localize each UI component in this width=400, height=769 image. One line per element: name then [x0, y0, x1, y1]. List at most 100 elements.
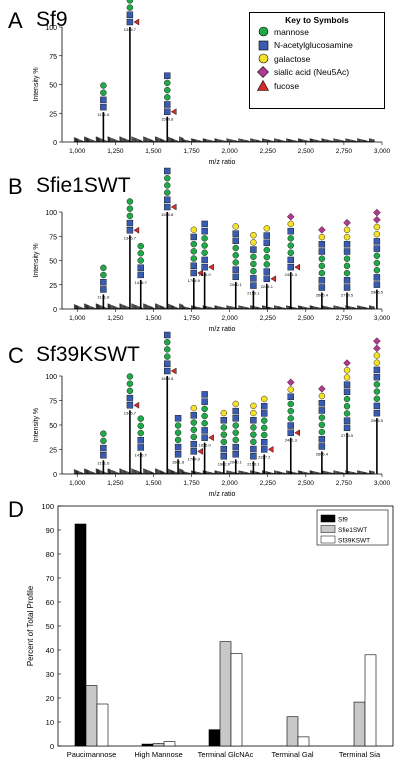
- glcnac-square-icon: [343, 284, 351, 291]
- mannose-circle-icon: [190, 419, 197, 426]
- x-tick-label: 2,500: [298, 480, 315, 487]
- bar: [96, 703, 109, 747]
- glcnac-square-icon: [263, 268, 271, 275]
- legend-label: mannose: [274, 26, 309, 37]
- glcnac-square-icon: [201, 434, 208, 441]
- x-tick-label: 1,000: [69, 148, 86, 155]
- peak-mz-label: 1416.7: [135, 280, 148, 285]
- peak-mz-label: 1345.7: [124, 235, 137, 240]
- bar: [219, 641, 232, 747]
- sialic-acid-diamond-icon: [373, 337, 381, 345]
- y-tick-label: 75: [49, 54, 57, 61]
- peak-mz-label: 1962.0: [218, 461, 231, 466]
- glcnac-square-icon: [164, 72, 171, 79]
- y-tick-label: 100: [45, 374, 57, 381]
- mannose-circle-icon: [343, 269, 351, 277]
- galactose-circle-icon: [373, 352, 381, 359]
- glcnac-square-icon: [164, 108, 171, 115]
- mannose-circle-icon: [373, 252, 381, 260]
- galactose-circle-icon: [343, 233, 351, 241]
- glcnac-square-icon: [100, 286, 107, 293]
- y-tick-label: 80: [46, 550, 54, 559]
- peak-mz-label: 2156.1: [247, 461, 260, 466]
- mannose-circle-icon: [250, 431, 257, 438]
- glcnac-square-icon: [318, 248, 326, 255]
- mannose-circle-icon: [250, 424, 257, 431]
- legend-series-label: Sf39KSWT: [338, 538, 370, 545]
- glcnac-square-icon: [190, 233, 197, 241]
- y-tick-label: 100: [41, 502, 54, 511]
- fucose-triangle-icon: [208, 434, 214, 441]
- galactose-circle-icon: [373, 230, 381, 238]
- peak-mz-label: 1590.8: [161, 117, 174, 122]
- x-tick-label: 2,750: [336, 480, 353, 487]
- y-tick-label: 20: [46, 694, 54, 703]
- sialic-acid-diamond-icon: [286, 378, 295, 387]
- mannose-circle-icon: [250, 253, 257, 260]
- glcnac-square-icon: [201, 427, 208, 434]
- galactose-circle-icon: [256, 53, 270, 65]
- galactose-circle-icon: [373, 359, 381, 366]
- mannose-circle-icon: [263, 253, 271, 261]
- mannose-circle-icon: [256, 26, 270, 38]
- glcnac-square-icon: [373, 281, 381, 288]
- peak-mz-label: 1836.0: [199, 443, 212, 448]
- mannose-circle-icon: [137, 250, 144, 257]
- x-tick-label: Terminal Gal: [271, 750, 313, 759]
- glcnac-square-icon: [373, 238, 381, 245]
- glcnac-square-icon: [220, 417, 228, 424]
- peak-mz-label: 2966.5: [371, 418, 384, 423]
- glcnac-square-icon: [137, 264, 144, 271]
- sialic-acid-diamond-icon: [373, 208, 381, 217]
- glcnac-square-icon: [261, 446, 268, 453]
- x-tick-label: Terminal GlcNAc: [198, 750, 254, 759]
- fucose-triangle-icon: [170, 203, 177, 211]
- glcnac-square-icon: [190, 262, 197, 269]
- x-axis-title: m/z ratio: [209, 159, 236, 166]
- mannose-circle-icon: [190, 240, 197, 248]
- glcnac-square-icon: [100, 103, 107, 111]
- glcnac-square-icon: [287, 429, 294, 436]
- peak-mz-label: 2605.4: [316, 293, 329, 298]
- bar: [364, 654, 377, 747]
- fucose-triangle-icon: [197, 269, 203, 277]
- galactose-circle-icon: [318, 392, 326, 400]
- panel-d-letter: D: [8, 497, 24, 522]
- glcnac-square-icon: [232, 230, 239, 237]
- mannose-circle-icon: [126, 387, 134, 395]
- glcnac-square-icon: [343, 277, 351, 284]
- peak-mz-label: 1171.6: [97, 294, 110, 299]
- y-axis-title: Intensity %: [33, 243, 40, 277]
- glcnac-square-icon: [174, 451, 182, 458]
- mannose-circle-icon: [100, 430, 107, 437]
- y-tick-label: 100: [45, 25, 57, 32]
- galactose-circle-icon: [287, 386, 294, 393]
- mannose-circle-icon: [201, 412, 208, 420]
- fucose-triangle-icon: [197, 448, 203, 455]
- peak-mz-label: 1764.9: [188, 278, 201, 283]
- glcnac-square-icon: [164, 367, 171, 375]
- bar: [297, 736, 310, 747]
- galactose-circle-icon: [373, 223, 381, 231]
- glcnac-square-icon: [318, 284, 326, 291]
- mannose-circle-icon: [343, 410, 351, 417]
- legend-swatch: [320, 525, 336, 533]
- mannose-circle-icon: [373, 388, 381, 395]
- glcnac-square-icon: [250, 445, 257, 453]
- peak-mz-label: 1345.7: [124, 27, 137, 32]
- mannose-circle-icon: [232, 429, 239, 436]
- mannose-circle-icon: [318, 269, 326, 277]
- glcnac-square-icon: [126, 402, 134, 409]
- glcnac-square-icon: [232, 443, 239, 451]
- symbol-key-legend: Key to Symbols mannose N-acetylglucosami…: [249, 12, 385, 109]
- mannose-circle-icon: [232, 436, 239, 444]
- glcnac-square-icon: [343, 381, 351, 388]
- mannose-circle-icon: [232, 422, 239, 429]
- peak-mz-label: 2227.2: [258, 454, 271, 459]
- bar: [208, 729, 221, 747]
- glcnac-square-icon: [261, 439, 268, 446]
- panel-b-letter: B: [8, 174, 23, 199]
- mannose-circle-icon: [126, 0, 134, 4]
- mannose-circle-icon: [126, 380, 134, 387]
- sialic-acid-diamond-icon: [373, 216, 381, 224]
